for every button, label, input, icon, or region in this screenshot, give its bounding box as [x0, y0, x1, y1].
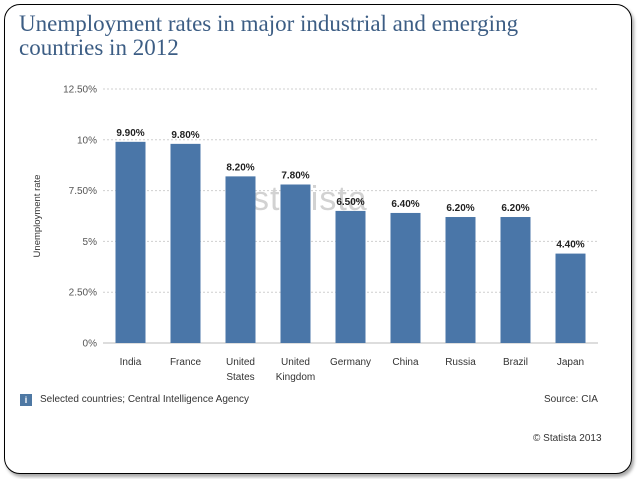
x-tick-label: Brazil	[503, 357, 528, 368]
bar	[500, 217, 531, 343]
x-tick-label: Germany	[330, 357, 371, 368]
data-label: 6.40%	[391, 199, 419, 210]
y-tick-label: 7.50%	[69, 186, 97, 197]
chart-title-line-2: countries in 2012	[19, 35, 179, 60]
bar	[170, 143, 201, 343]
data-label: 4.40%	[556, 240, 584, 251]
footer-copyright: © Statista 2013	[533, 433, 602, 444]
bar	[445, 217, 476, 343]
x-tick-label: India	[120, 357, 142, 368]
data-label: 6.50%	[336, 197, 364, 208]
bar	[225, 176, 256, 343]
footer-note: Selected countries; Central Intelligence…	[40, 394, 250, 405]
y-tick-label: 0%	[83, 339, 98, 350]
y-tick-label: 12.50%	[63, 85, 97, 96]
bar	[390, 212, 421, 343]
chart-title-line-1: Unemployment rates in major industrial a…	[19, 11, 519, 36]
y-tick-label: 2.50%	[69, 288, 97, 299]
data-label: 7.80%	[281, 171, 309, 182]
data-label: 8.20%	[226, 162, 254, 173]
chart-title: Unemployment rates in major industrial a…	[19, 12, 579, 60]
x-tick-label: United	[226, 357, 255, 368]
x-tick-label: Japan	[557, 357, 584, 368]
x-tick-label: Kingdom	[276, 372, 315, 383]
y-axis-label: Unemployment rate	[32, 175, 43, 258]
data-label: 6.20%	[446, 203, 474, 214]
info-icon[interactable]: i	[20, 394, 32, 406]
bar	[115, 141, 146, 343]
x-tick-label: United	[281, 357, 310, 368]
data-label: 6.20%	[501, 203, 529, 214]
x-tick-label: France	[170, 357, 202, 368]
x-tick-label: Russia	[445, 357, 476, 368]
y-tick-label: 10%	[77, 135, 97, 146]
data-label: 9.90%	[116, 128, 144, 139]
data-label: 9.80%	[171, 130, 199, 141]
bar	[280, 184, 311, 343]
footer-source: Source: CIA	[544, 394, 598, 405]
x-tick-label: China	[392, 357, 419, 368]
bar	[335, 210, 366, 343]
x-tick-label: States	[226, 372, 254, 383]
bar	[555, 253, 586, 343]
y-tick-label: 5%	[83, 237, 98, 248]
